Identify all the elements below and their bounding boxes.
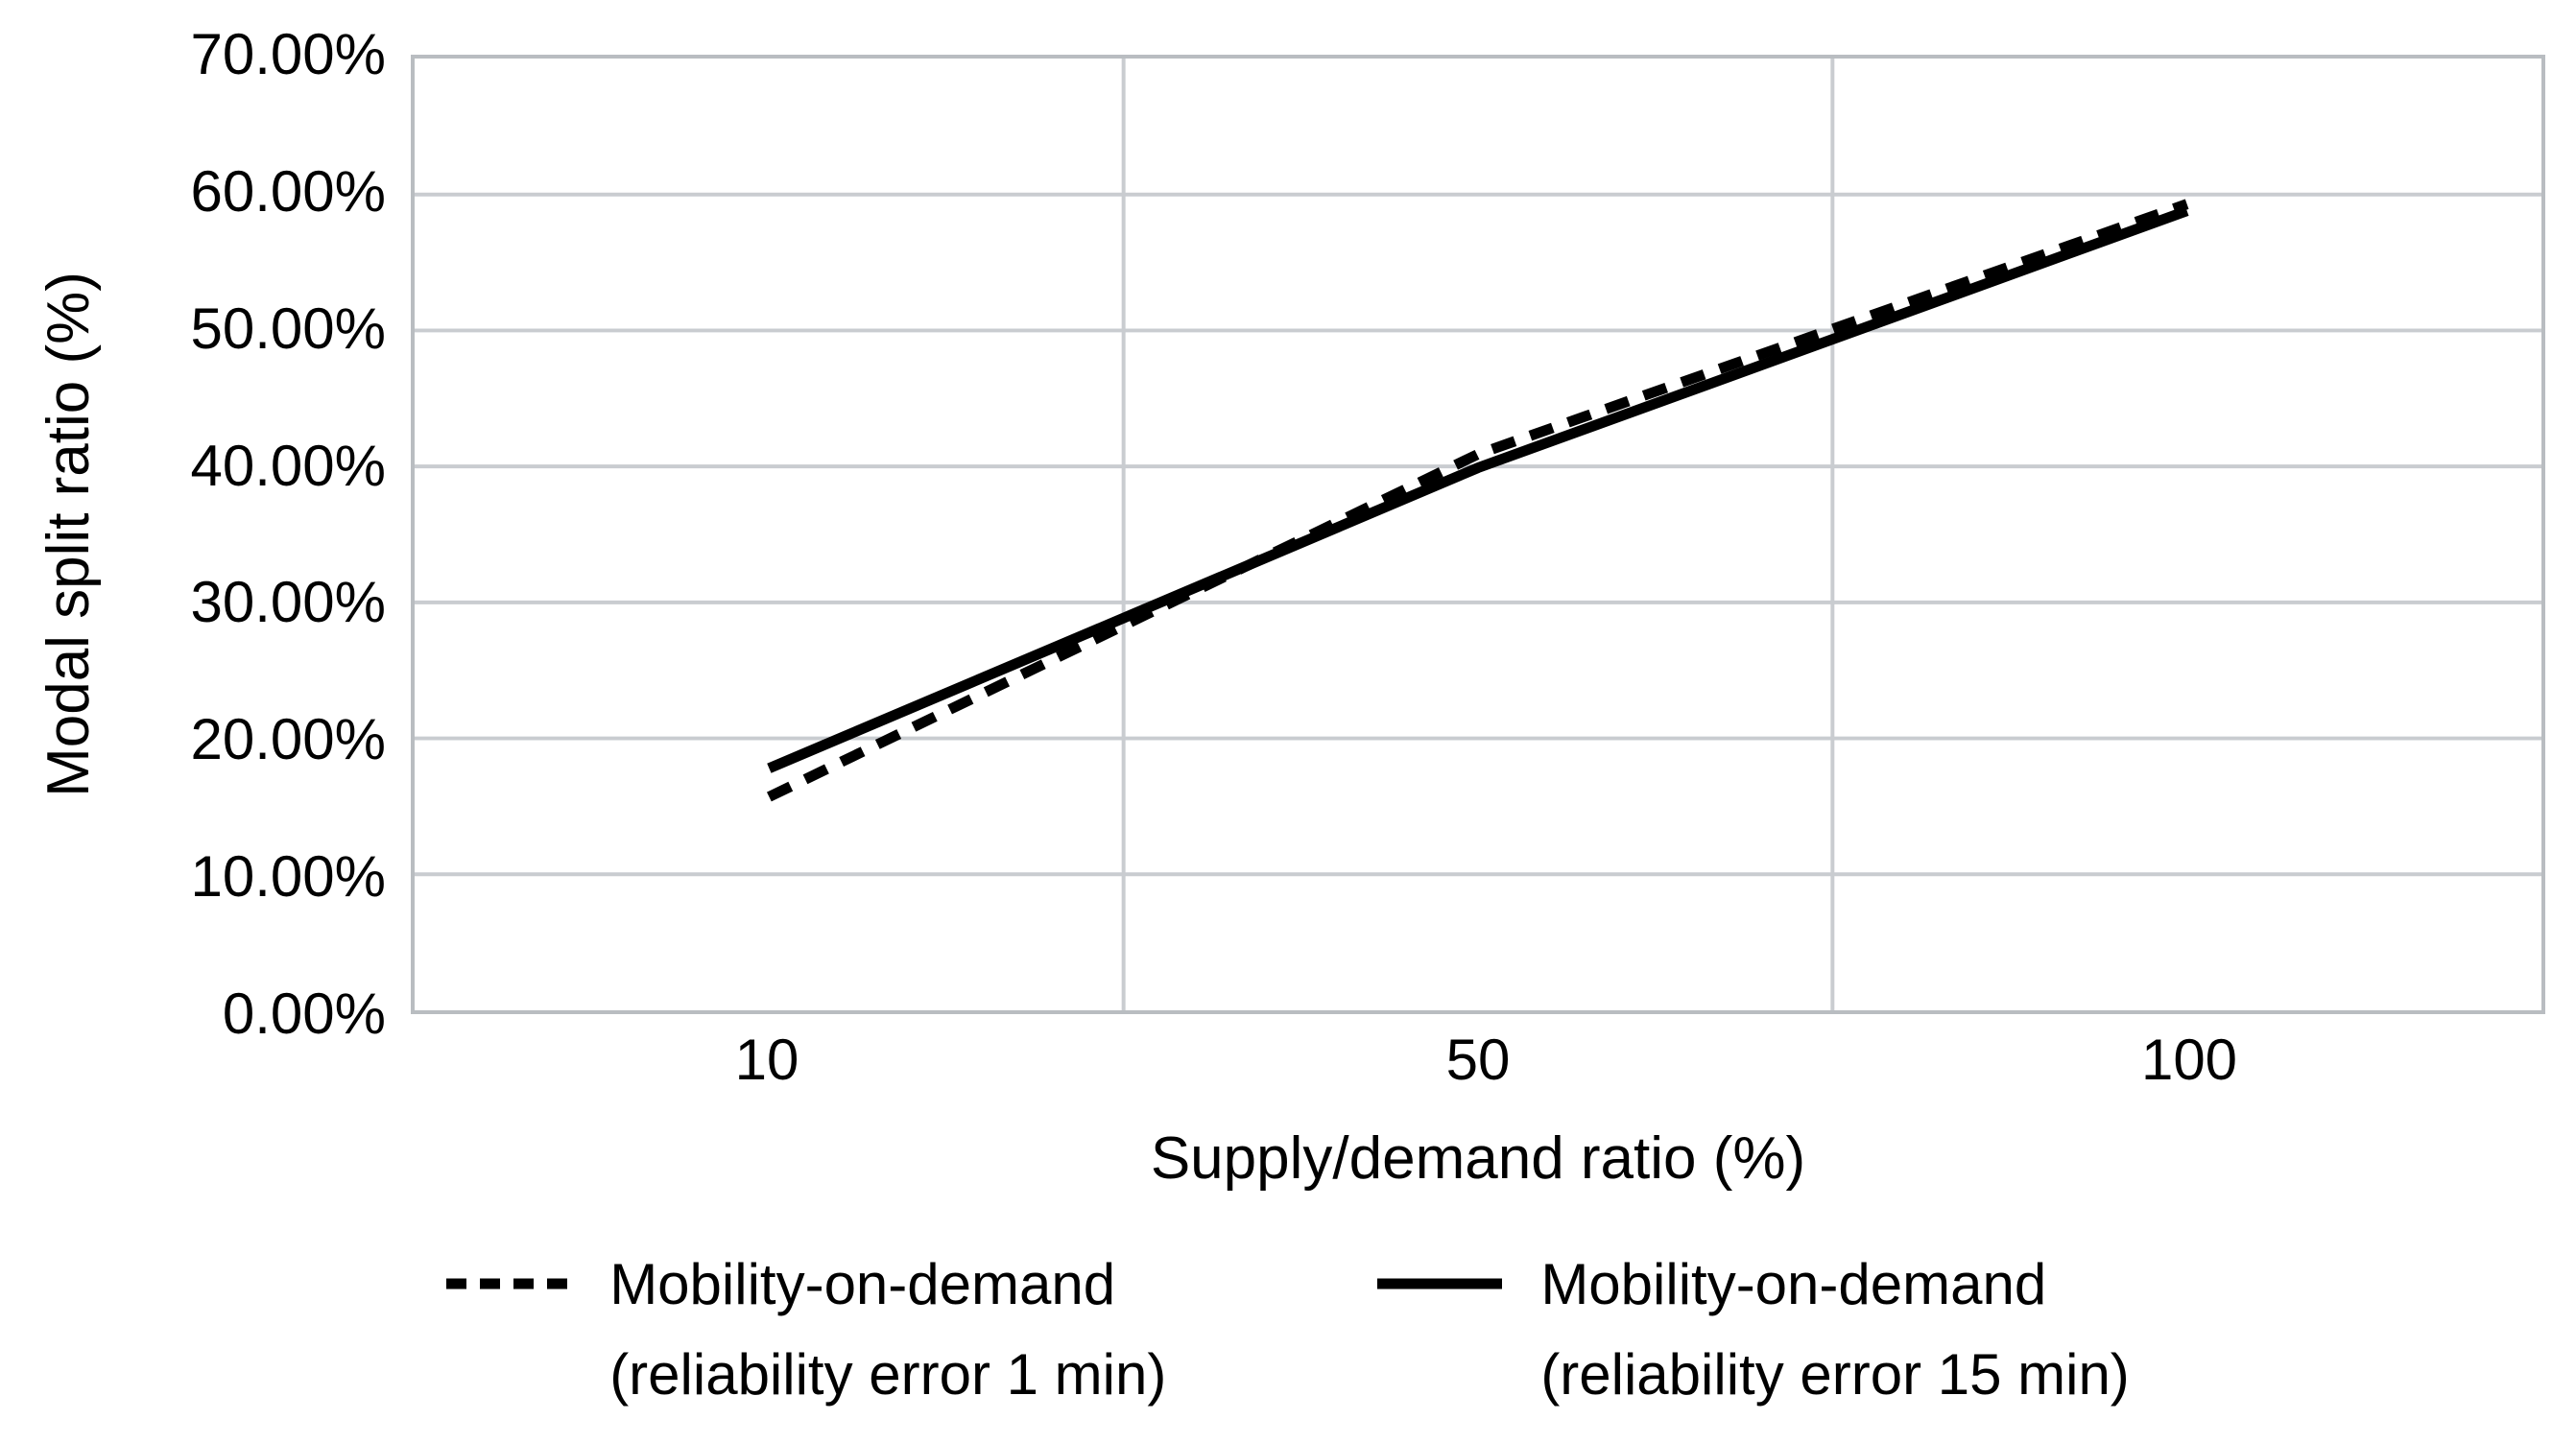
gridlines xyxy=(415,59,2541,1010)
legend-label-15min-line2: (reliability error 15 min) xyxy=(1540,1342,2130,1407)
legend-label-1min: Mobility-on-demand (reliability error 1 … xyxy=(609,1240,1166,1420)
legend-label-15min-line1: Mobility-on-demand xyxy=(1540,1252,2047,1316)
x-axis-title: Supply/demand ratio (%) xyxy=(1150,1125,1806,1192)
chart-legend: Mobility-on-demand (reliability error 1 … xyxy=(0,1240,2576,1420)
line-series-dashed-1min xyxy=(766,199,2189,802)
y-tick-label-50: 50.00% xyxy=(190,296,387,361)
y-tick-label-60: 60.00% xyxy=(190,159,387,224)
legend-label-1min-line1: Mobility-on-demand xyxy=(609,1252,1116,1316)
legend-label-15min: Mobility-on-demand (reliability error 15… xyxy=(1540,1240,2129,1420)
legend-item-15min: Mobility-on-demand (reliability error 15… xyxy=(1377,1240,2130,1420)
legend-item-1min: Mobility-on-demand (reliability error 1 … xyxy=(446,1240,1166,1420)
legend-label-1min-line2: (reliability error 1 min) xyxy=(609,1342,1167,1407)
legend-line-solid-icon xyxy=(1377,1278,1503,1289)
y-tick-label-30: 30.00% xyxy=(190,570,387,634)
x-tick-label-10: 10 xyxy=(734,1028,799,1092)
y-tick-label-20: 20.00% xyxy=(190,707,387,771)
y-tick-label-10: 10.00% xyxy=(190,844,387,909)
plot-area xyxy=(411,55,2545,1014)
line-series-solid-15min xyxy=(767,205,2189,773)
y-tick-label-0: 0.00% xyxy=(222,982,386,1046)
y-tick-label-40: 40.00% xyxy=(190,434,387,498)
legend-line-dashed-icon xyxy=(446,1278,572,1289)
chart-canvas xyxy=(415,59,2541,1010)
x-tick-label-50: 50 xyxy=(1445,1028,1511,1092)
x-tick-label-100: 100 xyxy=(2140,1028,2238,1092)
y-tick-label-70: 70.00% xyxy=(190,22,387,86)
